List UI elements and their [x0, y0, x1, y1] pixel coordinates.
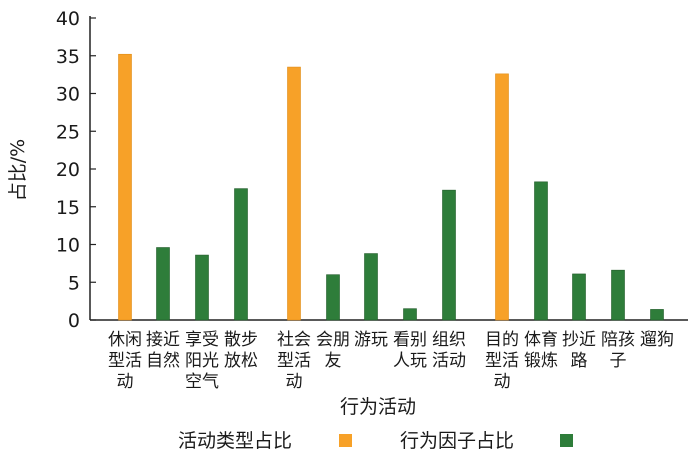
y-tick-label: 5	[68, 272, 80, 294]
y-axis-title: 占比/%	[7, 139, 29, 201]
category-label: 陪孩子	[601, 330, 635, 371]
category-label: 休闲型活动	[108, 330, 142, 392]
bar-陪孩子	[611, 269, 625, 321]
y-tick-label: 20	[56, 159, 80, 181]
category-label: 社会型活动	[277, 330, 311, 392]
legend: 活动类型占比 行为因子占比	[178, 430, 573, 452]
axis-layer: 0 5 10 15 20 25 30 35 40	[56, 8, 688, 332]
category-label: 接近自然	[146, 330, 180, 371]
bar-抄近路	[572, 273, 586, 321]
category-label: 看别人玩	[393, 330, 427, 371]
bar-会朋友	[326, 274, 340, 321]
category-label: 会朋友	[316, 330, 350, 371]
legend-swatch-activity-type	[339, 434, 352, 447]
y-tick-label: 15	[56, 197, 80, 219]
category-label: 游玩	[354, 330, 388, 350]
bar-休闲型活动	[118, 53, 132, 321]
category-label: 抄近路	[562, 330, 596, 371]
bar-散步放松	[234, 188, 248, 321]
y-tick-label: 0	[68, 310, 80, 332]
y-tick-label: 40	[56, 8, 80, 30]
legend-label-behavior-factor: 行为因子占比	[400, 430, 514, 452]
x-axis-title: 行为活动	[340, 396, 416, 418]
category-label: 目的型活动	[485, 330, 519, 392]
bar-游玩	[364, 253, 378, 321]
legend-label-activity-type: 活动类型占比	[178, 430, 292, 452]
bars-layer	[118, 53, 664, 321]
y-tick-label: 10	[56, 235, 80, 257]
bar-看别人玩	[403, 308, 417, 321]
category-label: 遛狗	[640, 330, 674, 350]
y-tick-label: 30	[56, 84, 80, 106]
bar-社会型活动	[287, 66, 301, 321]
category-label: 体育锻炼	[524, 330, 558, 371]
category-label: 享受阳光空气	[185, 330, 219, 392]
bar-体育锻炼	[534, 181, 548, 321]
bar-目的型活动	[495, 73, 509, 321]
bar-组织活动	[442, 189, 456, 321]
category-label: 散步放松	[224, 330, 258, 371]
y-tick-label: 35	[56, 46, 80, 68]
y-tick-label: 25	[56, 121, 80, 143]
bar-遛狗	[650, 309, 664, 321]
bar-享受阳光空气	[195, 254, 209, 321]
bar-接近自然	[156, 247, 170, 321]
legend-swatch-behavior-factor	[560, 434, 573, 447]
category-label: 组织活动	[432, 330, 466, 371]
